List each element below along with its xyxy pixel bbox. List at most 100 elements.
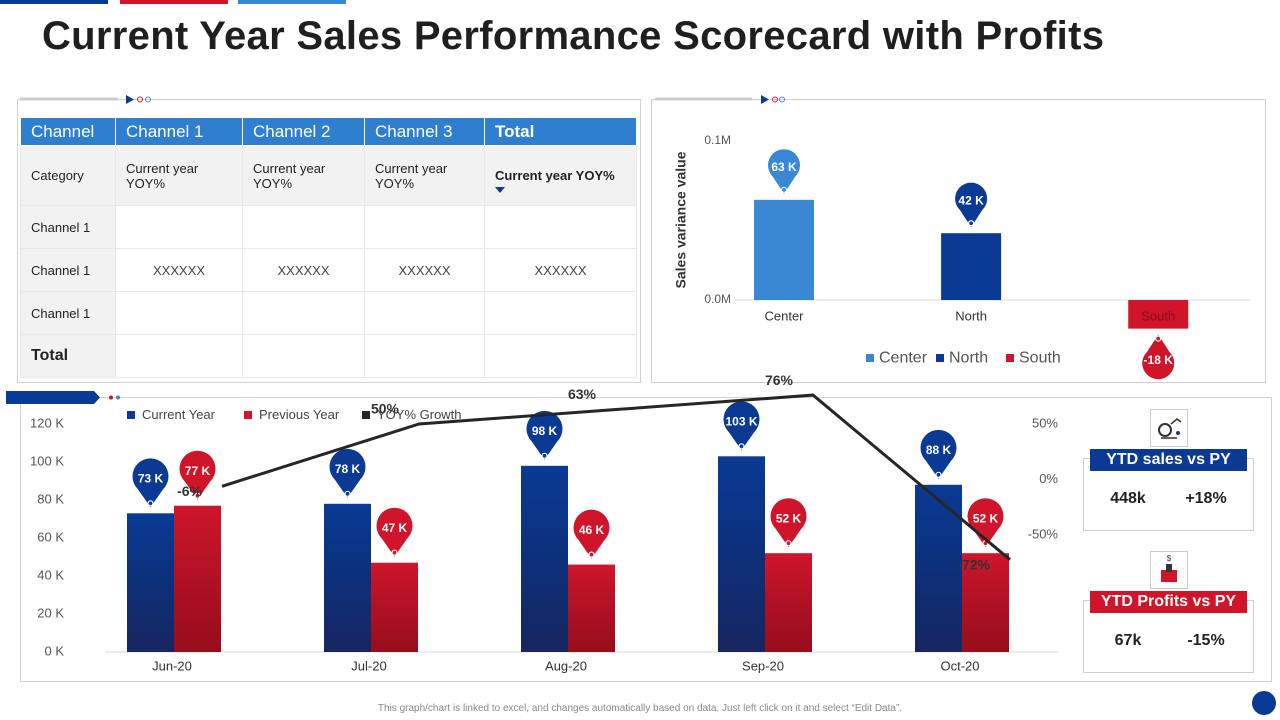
data-label: 103 K [725,414,757,428]
pin [179,450,216,500]
pin [767,149,800,194]
data-label: 42 K [958,193,984,207]
chart-panel [651,99,1266,383]
bar-shade [915,484,962,652]
bar [754,199,814,300]
deco-dot [779,96,785,103]
table-row: Total [20,334,637,378]
table-cell [115,334,243,378]
bar [1128,300,1189,329]
pin-dot [588,551,595,558]
table-panel [17,99,641,383]
table-row: Channel 1 XXXXXX XXXXXX XXXXXX XXXXXX [20,248,637,292]
kpi-title: YTD sales vs PY [1090,449,1247,471]
data-label: -18 K [1144,353,1174,367]
pin-dot [785,540,792,547]
header-cell: Channel [20,117,116,146]
y-tick-label: 80 K [37,491,64,506]
legend-swatch [244,411,252,419]
line-label: 63% [568,386,597,402]
table-cell: Current year YOY% [484,145,637,206]
data-label: 77 K [185,464,211,478]
bar-shade [127,513,174,652]
slide-title: Current Year Sales Performance Scorecard… [42,14,1105,58]
svg-text:$: $ [1167,554,1172,563]
table-cell [115,205,243,249]
header-cell: Channel 2 [242,117,365,146]
pin-dot [391,549,398,556]
bar-shade [568,564,615,652]
chart-panel [20,397,1272,682]
table-cell: XXXXXX [484,248,637,292]
legend-swatch [362,411,370,419]
table-cell: Channel 1 [20,248,116,292]
y-tick-label: 100 K [30,453,64,468]
deco-dot [145,96,151,103]
data-label: 52 K [973,511,999,525]
data-label: 73 K [138,471,164,485]
table-cell: Channel 1 [20,205,116,249]
table-cell [484,205,637,249]
pin-dot [147,500,154,507]
y-tick-label: 40 K [37,567,64,582]
pin [723,401,760,451]
bar-shade [765,553,812,652]
table-cell [364,205,485,249]
data-label: 52 K [776,511,802,525]
table-cell: Category [20,145,116,206]
pin-dot [968,220,975,227]
x-tick-label: Sep-20 [742,658,784,673]
x-tick-label: South [1141,308,1175,323]
line-label: -72% [957,556,990,572]
x-tick-label: Center [764,308,804,323]
pin [967,498,1004,548]
bar-shade [521,465,568,652]
y-axis-title: Sales variance value [673,151,689,288]
icon [1158,418,1182,439]
cell-marker [495,187,505,193]
pin [573,509,610,559]
deco-dot [109,395,113,400]
pin-dot [541,452,548,459]
legend-swatch [866,354,874,362]
table-row: Channel 1 [20,205,637,249]
y2-tick-label: 0% [1039,471,1058,486]
y-tick-label: 0 K [44,643,64,658]
y2-tick-label: 50% [1032,415,1058,430]
bar-shade [962,553,1009,652]
deco-arrow [126,95,134,104]
icon-box [1150,409,1188,447]
deco-arrow [761,95,769,104]
legend-swatch [1006,354,1014,362]
table-cell [242,291,365,335]
kpi-title: YTD Profits vs PY [1090,591,1247,613]
legend-label: Current Year [142,407,216,422]
data-label: 98 K [532,424,558,438]
x-tick-label: Jun-20 [152,658,192,673]
table-cell [364,291,485,335]
pin-dot [194,492,201,499]
icon-box: $ [1150,551,1188,589]
pin [376,507,413,557]
deco-bar [0,0,108,4]
data-label: 63 K [771,160,797,174]
table-cell: XXXXXX [115,248,243,292]
kpi-change: +18% [1185,490,1227,507]
table-cell: Current year YOY% [364,145,485,206]
y2-tick-label: -50% [1028,527,1059,542]
x-tick-label: Jul-20 [351,658,386,673]
deco-bar [120,0,228,4]
data-label: 88 K [926,443,952,457]
deco-circle [1252,691,1276,715]
kpi-change: -15% [1187,632,1225,649]
line-label: 76% [765,372,794,388]
scorecard-table: Channel Channel 1 Channel 2 Channel 3 Total C… [20,117,637,378]
data-label: 78 K [335,462,361,476]
legend-label: North [949,350,988,367]
pin-dot [738,443,745,450]
y-tick-label: 20 K [37,605,64,620]
x-tick-label: Oct-20 [940,658,979,673]
table-row: Channel 1 [20,291,637,335]
pin [132,458,169,508]
